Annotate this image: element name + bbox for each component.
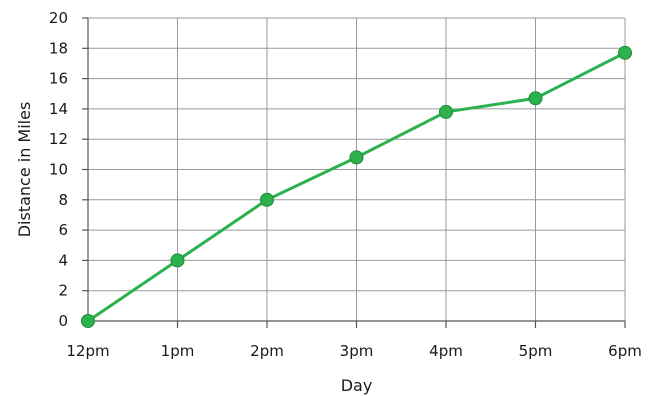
x-tick-label: 6pm bbox=[608, 342, 642, 360]
data-point bbox=[170, 253, 185, 268]
x-tick-label: 2pm bbox=[250, 342, 284, 360]
y-tick-label: 12 bbox=[49, 130, 68, 148]
data-point bbox=[260, 192, 274, 207]
y-axis-label: Distance in Miles bbox=[15, 102, 34, 238]
y-tick-label: 10 bbox=[49, 161, 68, 179]
x-tick-label: 4pm bbox=[429, 342, 463, 360]
y-tick-labels: 0 2 4 6 8 10 12 14 16 18 20 bbox=[49, 9, 68, 330]
y-tick-label: 2 bbox=[58, 282, 68, 300]
data-point bbox=[349, 150, 364, 165]
y-tick-label: 16 bbox=[49, 70, 68, 88]
data-point bbox=[81, 314, 95, 328]
y-tick-label: 14 bbox=[49, 100, 68, 118]
y-tick-label: 8 bbox=[58, 191, 68, 209]
x-tick-labels: 12pm 1pm 2pm 3pm 4pm 5pm 6pm bbox=[66, 342, 641, 360]
axes bbox=[82, 17, 626, 328]
x-tick-label: 1pm bbox=[161, 342, 195, 360]
x-tick-label: 12pm bbox=[66, 342, 109, 360]
y-tick-label: 6 bbox=[58, 221, 68, 239]
y-tick-label: 0 bbox=[58, 312, 68, 330]
x-axis-label: Day bbox=[341, 376, 373, 395]
data-point bbox=[618, 45, 632, 60]
data-point bbox=[439, 104, 453, 119]
x-tick-label: 3pm bbox=[340, 342, 374, 360]
x-tick-label: 5pm bbox=[519, 342, 553, 360]
y-tick-label: 4 bbox=[58, 251, 68, 269]
data-series bbox=[81, 45, 632, 328]
y-tick-label: 20 bbox=[49, 9, 68, 27]
grid bbox=[88, 17, 626, 321]
data-point bbox=[528, 91, 543, 106]
y-tick-label: 18 bbox=[49, 39, 68, 57]
